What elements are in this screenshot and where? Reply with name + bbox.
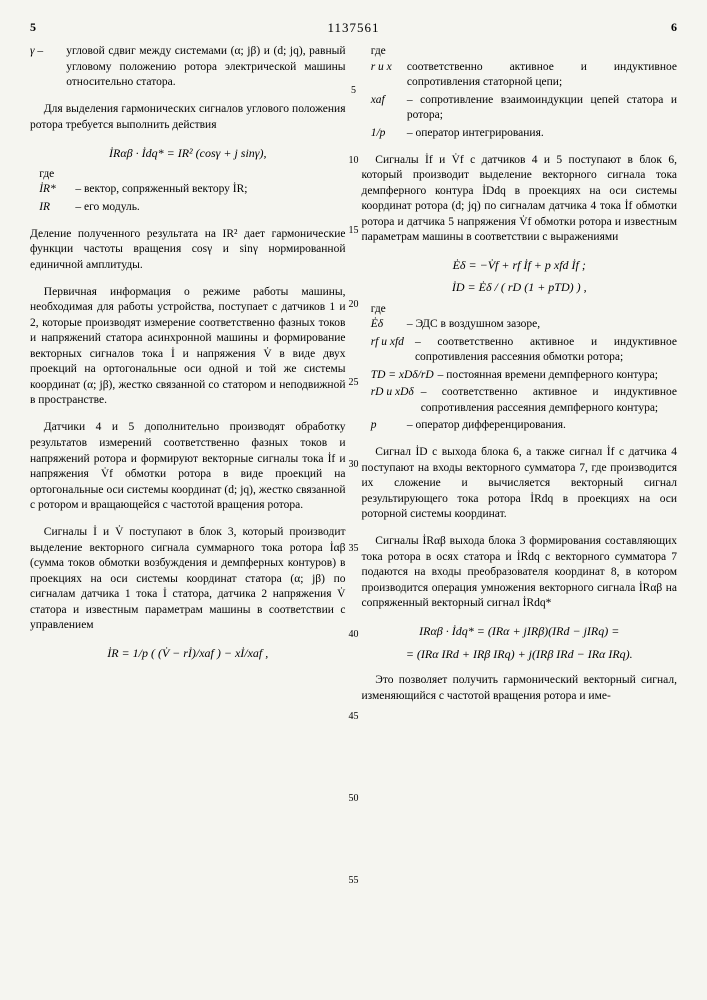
page-num-right: 6 <box>647 20 677 36</box>
where-term: rD и xDδ <box>371 385 417 416</box>
paragraph: Это позволяет получить гармонический век… <box>362 673 678 704</box>
where-row: IR – его модуль. <box>39 200 345 216</box>
formula: = (IRα IRd + IRβ IRq) + j(IRβ IRd − IRα … <box>362 646 678 662</box>
where-row: Ėδ – ЭДС в воздушном зазоре, <box>371 317 677 333</box>
patent-page: 5 1137561 6 5 10 15 20 25 30 35 40 45 50… <box>0 0 707 736</box>
line-number: 30 <box>345 460 363 470</box>
def-gamma: угловой сдвиг между системами (α; jβ) и … <box>66 44 345 91</box>
where-row: İR* – вектор, сопряженный вектору İR; <box>39 182 345 198</box>
paragraph: Сигналы İRαβ выхода блока 3 формирования… <box>362 534 678 612</box>
line-number: 45 <box>345 712 363 722</box>
formula: Ėδ = −V̇f + rf İf + p xfd İf ; <box>362 257 678 273</box>
paragraph: Деление полученного результата на IR² да… <box>30 227 346 274</box>
where-label: где <box>39 168 54 180</box>
where-row: xaf – сопротивление взаимоиндукции цепей… <box>371 93 677 124</box>
paragraph: Сигналы İ и V̇ поступают в блок 3, котор… <box>30 525 346 634</box>
where-def: – ЭДС в воздушном зазоре, <box>407 317 677 333</box>
where-row: p – оператор дифференцирования. <box>371 418 677 434</box>
where-row: r и x соответственно активное и индуктив… <box>371 60 677 91</box>
definition-row: γ – угловой сдвиг между системами (α; jβ… <box>30 44 346 91</box>
paragraph: Сигналы İf и V̇f с датчиков 4 и 5 поступ… <box>362 153 678 246</box>
right-column: где r и x соответственно активное и инду… <box>362 44 678 716</box>
paragraph: Сигнал İD с выхода блока 6, а также сигн… <box>362 445 678 523</box>
where-def: – оператор интегрирования. <box>407 126 677 142</box>
left-column: γ – угловой сдвиг между системами (α; jβ… <box>30 44 346 716</box>
where-label: где <box>371 45 386 57</box>
paragraph: Для выделения гармонических сигналов угл… <box>30 102 346 133</box>
paragraph: Датчики 4 и 5 дополнительно производят о… <box>30 420 346 513</box>
where-def: – оператор дифференцирования. <box>407 418 677 434</box>
page-num-left: 5 <box>30 20 60 36</box>
where-term: xaf <box>371 93 403 124</box>
line-number: 10 <box>345 156 363 166</box>
where-term: IR <box>39 200 71 216</box>
where-label: где <box>371 303 386 315</box>
where-row: 1/p – оператор интегрирования. <box>371 126 677 142</box>
patent-number: 1137561 <box>60 20 647 36</box>
where-row: TD = xDδ/rD – постоянная времени демпфер… <box>371 368 677 384</box>
line-number: 35 <box>345 544 363 554</box>
line-number: 20 <box>345 300 363 310</box>
where-term: İR* <box>39 182 71 198</box>
line-number: 15 <box>345 226 363 236</box>
where-def: – его модуль. <box>75 200 345 216</box>
page-header: 5 1137561 6 <box>30 20 677 36</box>
where-row: rD и xDδ – соответственно активное и инд… <box>371 385 677 416</box>
where-def: – соответственно активное и индуктивное … <box>415 335 677 366</box>
where-row: rf и xfd – соответственно активное и инд… <box>371 335 677 366</box>
where-block: где r и x соответственно активное и инду… <box>371 44 677 141</box>
where-def: – вектор, сопряженный вектору İR; <box>75 182 345 198</box>
line-number: 50 <box>345 794 363 804</box>
where-block: где İR* – вектор, сопряженный вектору İR… <box>39 167 345 216</box>
line-number-gutter: 5 10 15 20 25 30 35 40 45 50 55 <box>345 50 363 886</box>
where-term: Ėδ <box>371 317 403 333</box>
formula: IRαβ · İdq* = (IRα + jIRβ)(IRd − jIRq) = <box>362 623 678 639</box>
where-def: – соответственно активное и индуктивное … <box>421 385 677 416</box>
where-def: соответственно активное и индуктивное со… <box>407 60 677 91</box>
where-def: – постоянная времени демпферного контура… <box>438 368 677 384</box>
formula: İR = 1/p ( (V̇ − rİ)/xaf ) − xİ/xaf , <box>30 645 346 661</box>
where-term: p <box>371 418 403 434</box>
line-number: 5 <box>345 86 363 96</box>
formula: İRαβ · İdq* = IR² (cosγ + j sinγ), <box>30 145 346 161</box>
paragraph: Первичная информация о режиме работы маш… <box>30 285 346 409</box>
line-number: 55 <box>345 876 363 886</box>
where-term: 1/p <box>371 126 403 142</box>
formula: İD = Ėδ / ( rD (1 + pTD) ) , <box>362 279 678 295</box>
line-number: 25 <box>345 378 363 388</box>
where-block: где Ėδ – ЭДС в воздушном зазоре, rf и xf… <box>371 302 677 434</box>
term-gamma: γ – <box>30 44 62 91</box>
where-term: rf и xfd <box>371 335 411 366</box>
where-term: TD = xDδ/rD <box>371 368 434 384</box>
where-def: – сопротивление взаимоиндукции цепей ста… <box>407 93 677 124</box>
where-term: r и x <box>371 60 403 91</box>
line-number: 40 <box>345 630 363 640</box>
